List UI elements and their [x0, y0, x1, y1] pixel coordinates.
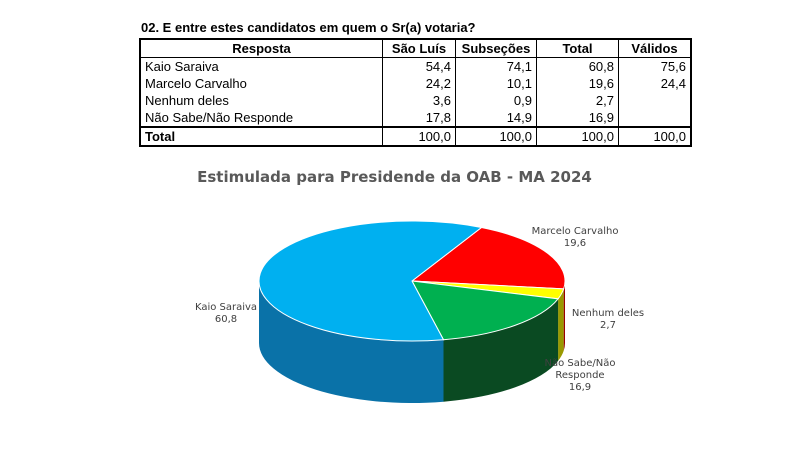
total-total: 100,0 [536, 126, 619, 147]
row-label: Nenhum deles [139, 92, 383, 109]
table-row: Marcelo Carvalho 24,2 10,1 19,6 24,4 [139, 75, 692, 92]
pie-slice-marcelo-carvalho [410, 227, 566, 290]
table-total-row: Total 100,0 100,0 100,0 100,0 [139, 126, 692, 147]
pie-side-kaio-saraiva [259, 281, 444, 403]
pie-side-n-o-sabe-n-o-responde [443, 298, 559, 402]
table-row: Não Sabe/Não Responde 17,8 14,9 16,9 [139, 109, 692, 127]
table-row: Kaio Saraiva 54,4 74,1 60,8 75,6 [139, 57, 692, 75]
total-subsecoes: 100,0 [455, 126, 537, 147]
total-validos: 100,0 [618, 126, 692, 147]
header-subsecoes: Subseções [455, 38, 537, 58]
cell-total: 2,7 [536, 92, 619, 109]
header-validos: Válidos [618, 38, 692, 58]
pie-slice-kaio-saraiva [258, 220, 483, 342]
header-total: Total [536, 38, 619, 58]
header-sao-luis: São Luís [382, 38, 456, 58]
data-label-marcelo-carvalho: Marcelo Carvalho 19,6 [532, 226, 619, 249]
pie-side-marcelo-carvalho [563, 281, 565, 351]
row-label: Marcelo Carvalho [139, 75, 383, 92]
pie-side-nenhum-deles [558, 288, 564, 361]
cell-validos: 24,4 [618, 75, 692, 92]
cell-sao-luis: 3,6 [382, 92, 456, 109]
cell-validos [618, 92, 692, 109]
cell-total: 60,8 [536, 57, 619, 75]
table-row: Nenhum deles 3,6 0,9 2,7 [139, 92, 692, 109]
cell-validos: 75,6 [618, 57, 692, 75]
question-title: 02. E entre estes candidatos em quem o S… [141, 20, 476, 35]
cell-validos [618, 109, 692, 127]
cell-total: 19,6 [536, 75, 619, 92]
data-label-nenhum-deles: Nenhum deles 2,7 [572, 308, 644, 331]
chart-title: Estimulada para Presidende da OAB - MA 2… [197, 168, 592, 186]
cell-total: 16,9 [536, 109, 619, 127]
total-label: Total [139, 126, 383, 147]
total-sao-luis: 100,0 [382, 126, 456, 147]
row-label: Não Sabe/Não Responde [139, 109, 383, 127]
cell-subsecoes: 10,1 [455, 75, 537, 92]
results-table: Resposta São Luís Subseções Total Válido… [139, 38, 692, 147]
cell-subsecoes: 74,1 [455, 57, 537, 75]
cell-subsecoes: 14,9 [455, 109, 537, 127]
header-resposta: Resposta [139, 38, 383, 58]
pie-slice-n-o-sabe-n-o-responde [411, 280, 560, 341]
data-label-n-o-sabe-n-o-responde: Não Sabe/Não Responde 16,9 [545, 358, 616, 393]
row-label: Kaio Saraiva [139, 57, 383, 75]
data-label-kaio-saraiva: Kaio Saraiva 60,8 [195, 302, 257, 325]
table-header-row: Resposta São Luís Subseções Total Válido… [139, 38, 692, 58]
